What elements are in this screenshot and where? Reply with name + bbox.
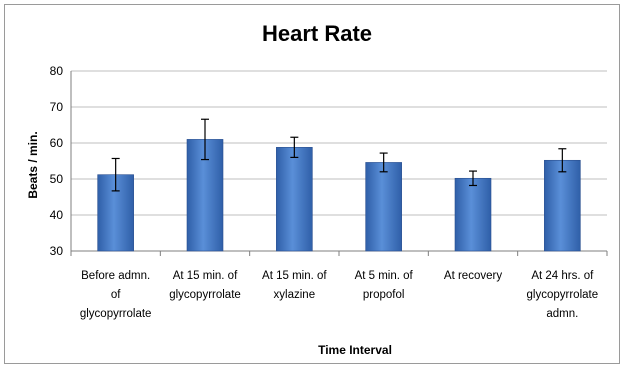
chart-frame: Heart Rate 30 40 50 60 70 80 Before admn. of gl… (4, 4, 620, 364)
bar (455, 178, 491, 251)
x-axis-label: Time Interval (318, 343, 392, 357)
error-bars (112, 119, 567, 191)
bar (544, 160, 580, 251)
gridlines (71, 71, 607, 256)
bar (366, 162, 402, 251)
y-tick-label: 60 (50, 136, 64, 150)
y-tick-label: 50 (50, 172, 64, 186)
y-tick-label: 30 (50, 244, 64, 258)
x-category-label: Before admn. of glycopyrrolate (80, 270, 152, 320)
heart-rate-chart: Heart Rate 30 40 50 60 70 80 Before admn. of gl… (5, 5, 621, 365)
y-tick-label: 40 (50, 208, 64, 222)
bars (98, 139, 581, 251)
x-category-label: At recovery (444, 270, 502, 282)
x-category-label: At 5 min. of propofol (355, 270, 414, 301)
x-category-label: At 15 min. of glycopyrrolate (169, 270, 241, 301)
y-tick-labels: 30 40 50 60 70 80 (50, 64, 64, 258)
bar (276, 147, 312, 251)
chart-title: Heart Rate (262, 21, 372, 46)
y-tick-label: 80 (50, 64, 64, 78)
x-category-label: At 15 min. of xylazine (262, 270, 327, 301)
y-tick-label: 70 (50, 100, 64, 114)
x-category-label: At 24 hrs. of glycopyrrolate admn. (527, 270, 599, 320)
x-category-labels: Before admn. of glycopyrrolate At 15 min. o… (80, 270, 598, 320)
y-axis-label: Beats / min. (26, 131, 40, 198)
